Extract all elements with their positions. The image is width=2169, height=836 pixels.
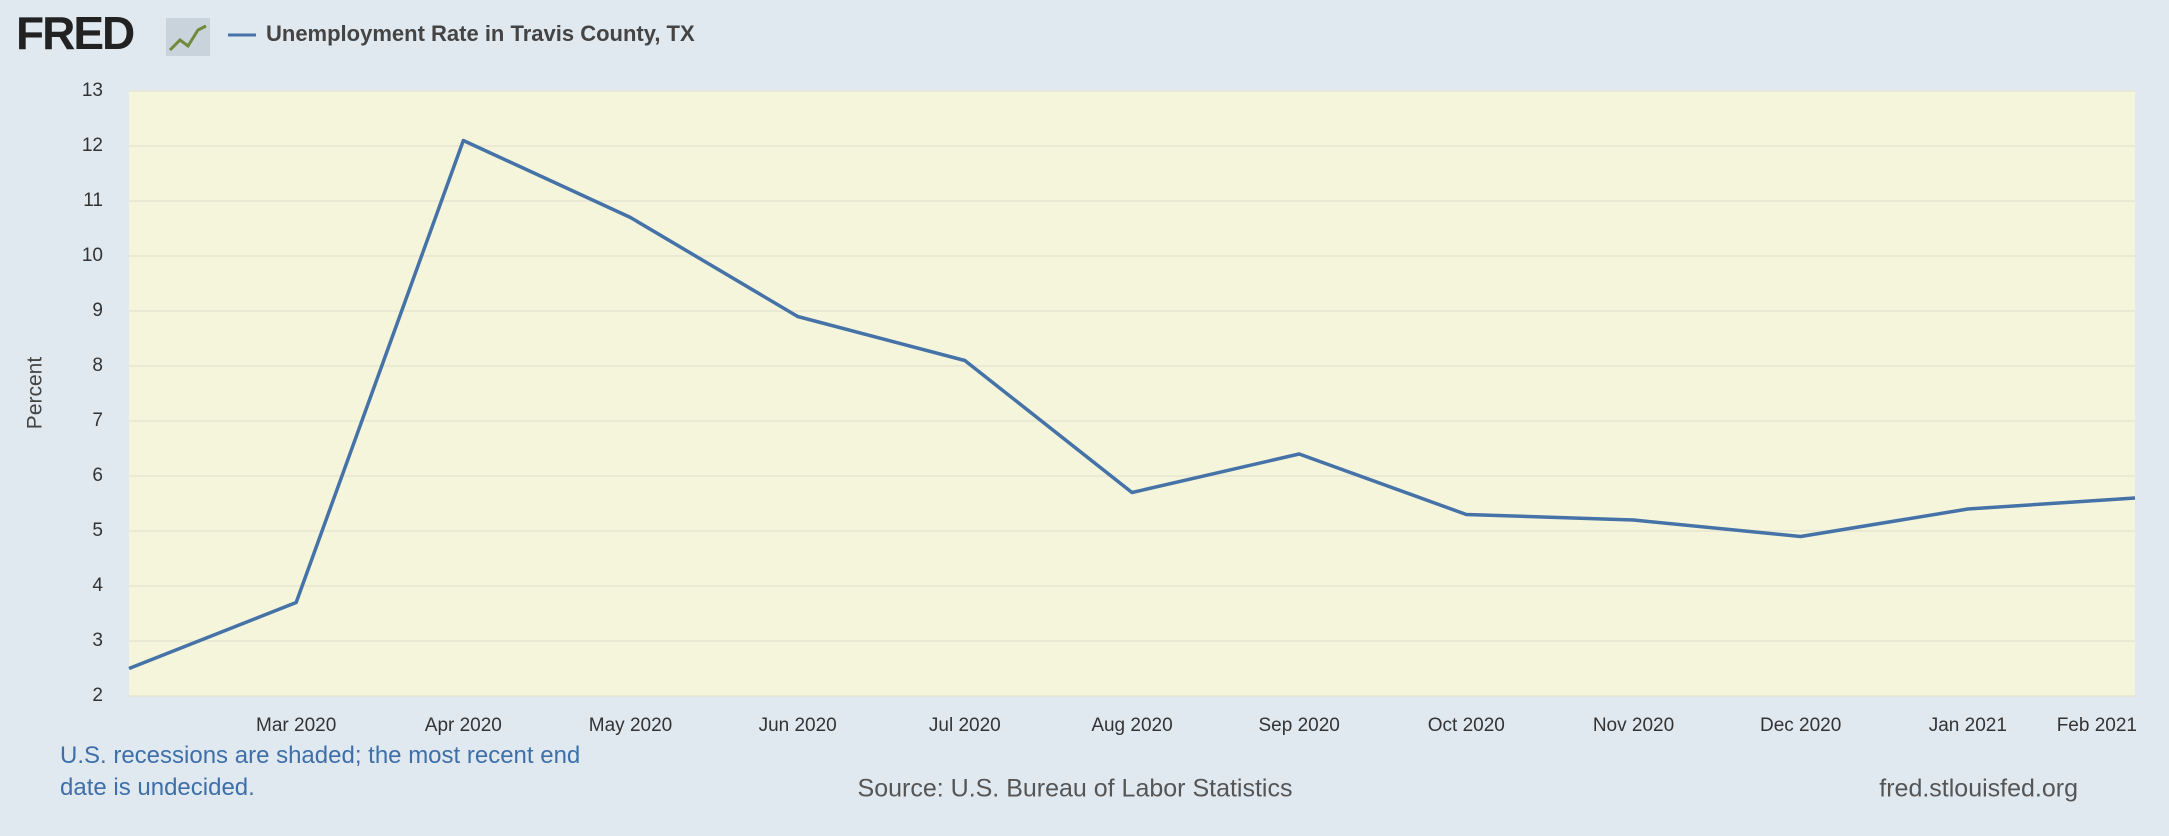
plot-area [129,91,2135,696]
x-tick-label: Jun 2020 [759,715,837,736]
y-tick-label: 6 [92,465,103,486]
y-tick-label: 10 [82,245,103,266]
y-tick-label: 8 [92,355,103,376]
y-tick-label: 13 [82,80,103,101]
x-tick-label: Sep 2020 [1258,715,1339,736]
line [128,138,2136,671]
y-tick-label: 5 [92,520,103,541]
y-axis-label: Percent [24,357,47,430]
x-tick-label: Feb 2021 [2057,715,2137,736]
logo-icon-line [168,24,207,52]
x-tick-label: Mar 2020 [256,715,336,736]
x-tick-label: Nov 2020 [1593,715,1674,736]
y-tick-label: 7 [92,410,103,431]
y-tick-label: 12 [82,135,103,156]
x-tick-label: Jan 2021 [1929,715,2007,736]
y-tick-label: 4 [92,575,103,596]
x-tick-label: Jul 2020 [929,715,1001,736]
x-tick-label: Aug 2020 [1091,715,1172,736]
x-tick-label: Apr 2020 [425,715,502,736]
site: fred.stlouisfed.org [1879,775,2078,803]
source: Source: U.S. Bureau of Labor Statistics [858,775,1293,803]
x-tick-label: May 2020 [589,715,672,736]
y-tick-label: 11 [83,190,103,211]
logo-icon [166,18,210,56]
y-tick-label: 9 [92,300,103,321]
logo: FRED [16,7,134,59]
y-tick-label: 2 [92,685,103,706]
recession-note: U.S. recessions are shaded; the most rec… [60,742,581,801]
y-tick-label: 3 [92,630,103,651]
legend-label: Unemployment Rate in Travis County, TX [266,21,695,46]
x-tick-label: Oct 2020 [1428,715,1505,736]
x-tick-label: Dec 2020 [1760,715,1841,736]
